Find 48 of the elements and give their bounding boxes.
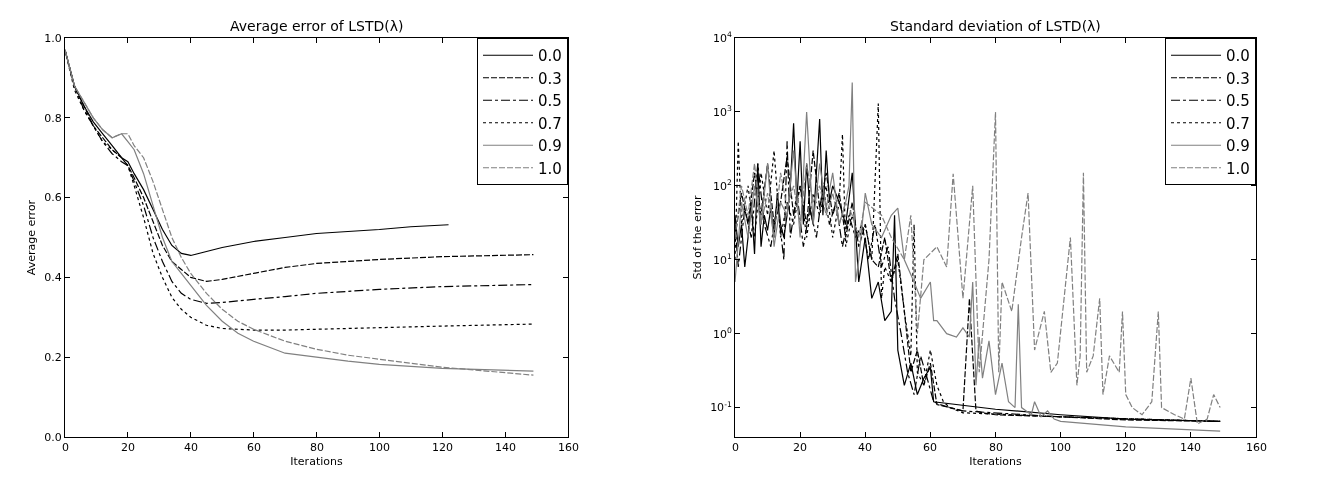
legend-label: 0.0 — [1226, 47, 1250, 66]
x-tick-label: 0 — [62, 441, 69, 454]
x-tick-label: 160 — [1246, 441, 1267, 454]
x-tick-label: 20 — [121, 441, 135, 454]
y-tick-label: 10$^{-1}$ — [710, 399, 732, 415]
y-axis-title: Average error — [24, 199, 38, 276]
chart-title: Average error of LSTD(λ) — [230, 18, 404, 34]
y-tick-label: 10$^{2}$ — [712, 178, 732, 193]
x-tick-label: 120 — [1115, 441, 1136, 454]
chart-title: Standard deviation of LSTD(λ) — [890, 18, 1101, 34]
x-tick-label: 140 — [1180, 441, 1201, 454]
x-tick-label: 0 — [732, 441, 739, 454]
legend-label: 1.0 — [1226, 159, 1250, 178]
y-axis-title: Std of the error — [690, 195, 704, 280]
x-tick-label: 100 — [369, 441, 390, 454]
x-tick-label: 100 — [1050, 441, 1071, 454]
x-axis-title: Iterations — [290, 455, 343, 469]
y-tick-label: 0.8 — [44, 111, 62, 125]
x-tick-label: 40 — [184, 441, 198, 454]
x-tick-label: 140 — [495, 441, 516, 454]
legend-label: 0.3 — [1226, 69, 1250, 88]
y-tick-label: 10$^{0}$ — [712, 325, 732, 341]
y-tick-label: 10$^{1}$ — [712, 251, 732, 267]
x-tick-label: 20 — [793, 441, 807, 454]
legend-label: 1.0 — [538, 159, 562, 178]
y-tick-label: 10$^{3}$ — [712, 104, 732, 119]
legend-label: 0.5 — [1226, 92, 1250, 111]
x-tick-label: 60 — [247, 441, 261, 454]
x-tick-label: 120 — [432, 441, 453, 454]
x-axis-title: Iterations — [969, 455, 1022, 469]
x-tick-label: 40 — [858, 441, 872, 454]
legend-label: 0.5 — [538, 92, 562, 111]
legend-label: 0.7 — [538, 114, 562, 133]
x-tick-label: 80 — [310, 441, 324, 454]
y-tick-label: 0.4 — [44, 271, 62, 285]
y-tick-label: 0.0 — [44, 430, 62, 444]
legend-label: 0.7 — [1226, 114, 1250, 133]
legend-label: 0.0 — [538, 47, 562, 66]
y-tick-label: 0.6 — [44, 191, 62, 205]
y-tick-label: 0.2 — [44, 351, 62, 365]
y-tick-label: 10$^{4}$ — [712, 30, 732, 45]
legend-label: 0.9 — [538, 137, 562, 156]
y-tick-label: 1.0 — [44, 31, 62, 45]
x-tick-label: 80 — [989, 441, 1003, 454]
legend-label: 0.3 — [538, 69, 562, 88]
x-tick-label: 60 — [923, 441, 937, 454]
legend-label: 0.9 — [1226, 137, 1250, 156]
x-tick-label: 160 — [558, 441, 579, 454]
